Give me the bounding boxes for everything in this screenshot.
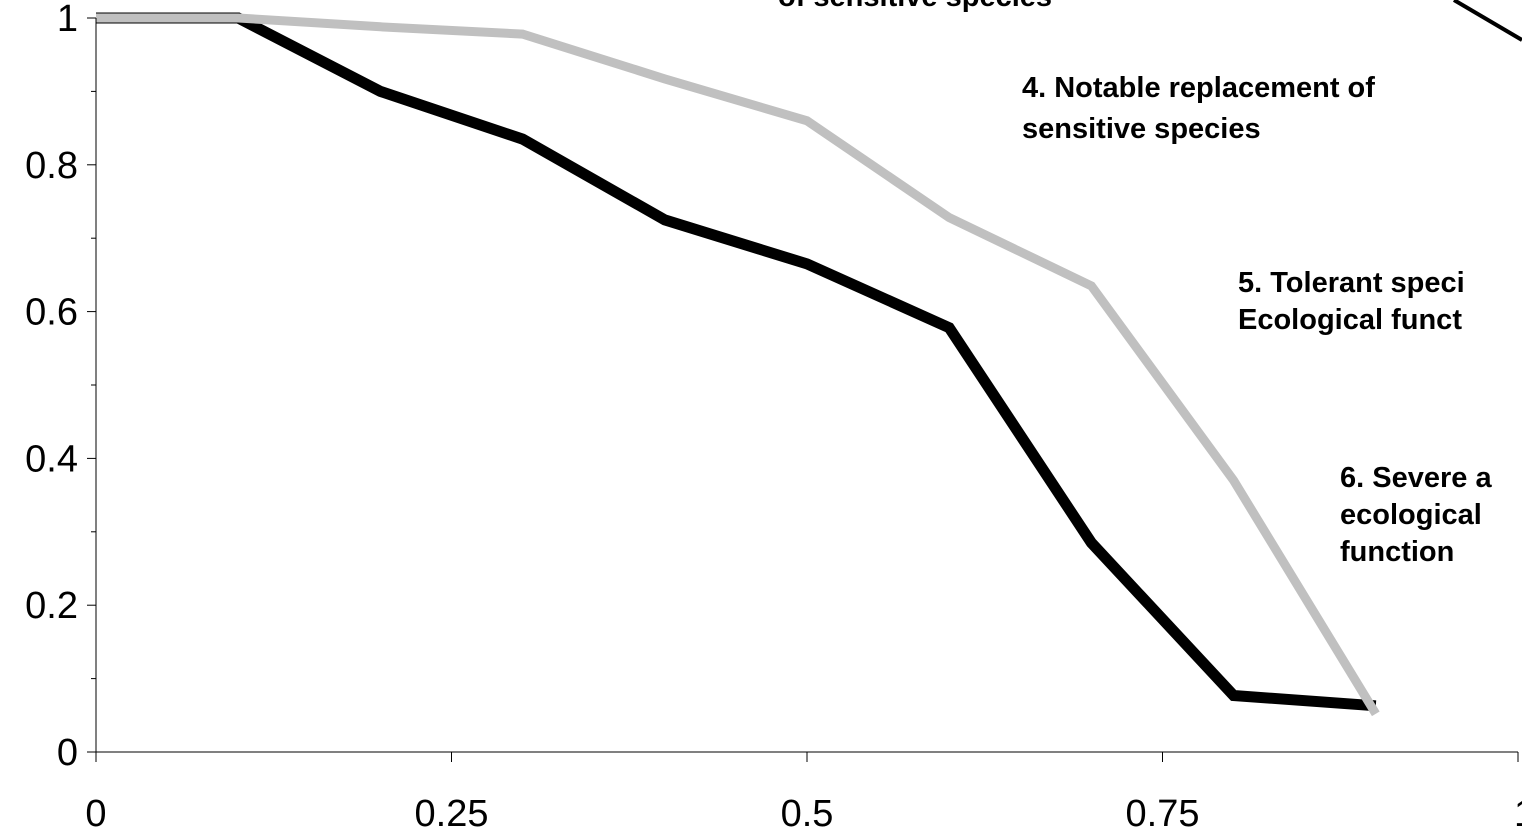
- annotation-line: 6. Severe a: [1340, 462, 1492, 494]
- y-tick-label: 0.6: [25, 292, 78, 334]
- annotation-line: sensitive species: [1022, 113, 1261, 145]
- annotation-text: 6. Severe a ecological function: [1340, 462, 1492, 568]
- y-tick-label: 0.4: [25, 438, 78, 480]
- annotation-line: Ecological funct: [1238, 304, 1462, 336]
- annotation-text: 4. Notable replacement of sensitive speci…: [1022, 72, 1375, 145]
- annotation-text: of sensitive species: [778, 0, 1052, 13]
- annotation-line: 4. Notable replacement of: [1022, 72, 1375, 104]
- y-tick-label: 0.2: [25, 585, 78, 627]
- diagonal-line: [1452, 0, 1522, 42]
- annotations: of sensitive species 4. Notable replaceme…: [778, 0, 1492, 568]
- y-tick-label: 0: [57, 732, 78, 774]
- x-tick-label: 0.75: [1126, 793, 1200, 832]
- series-lines: [96, 12, 1380, 717]
- x-tick-label: 0.5: [781, 793, 834, 832]
- annotation-text: 5. Tolerant speci Ecological funct: [1238, 267, 1465, 336]
- x-tick-label: 0.25: [415, 793, 489, 832]
- y-tick-label: 1: [57, 0, 78, 40]
- series-1-line: [96, 12, 1377, 712]
- annotation-line: of sensitive species: [778, 0, 1052, 13]
- y-tick-label: 0.8: [25, 145, 78, 187]
- x-tick-label: 1: [1514, 793, 1522, 832]
- annotation-line: 5. Tolerant speci: [1238, 267, 1465, 299]
- annotation-line: function: [1340, 536, 1454, 568]
- axes: 0 0.2 0.4 0.6 0.8 1 0 0.25 0.5 0.75 1: [25, 0, 1522, 832]
- x-tick-label: 0: [85, 793, 106, 832]
- annotation-line: ecological: [1340, 499, 1482, 531]
- series-2-line: [96, 13, 1380, 717]
